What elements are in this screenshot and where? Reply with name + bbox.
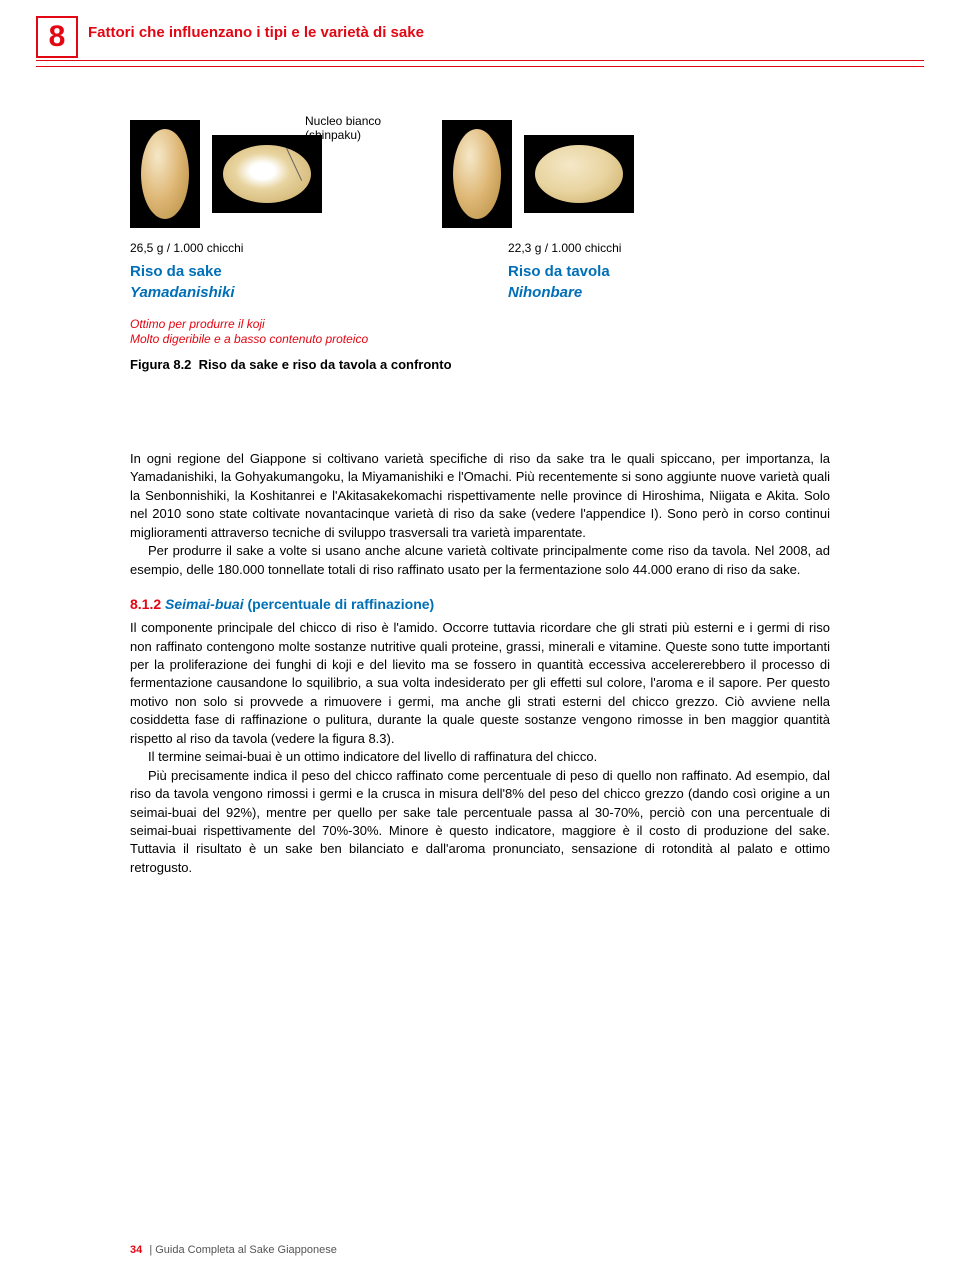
header-rule-top (36, 60, 924, 61)
page-footer: 34 | Guida Completa al Sake Giapponese (130, 1243, 337, 1258)
shinpaku-label-line1: Nucleo bianco (305, 114, 381, 128)
koji-notes: Ottimo per produrre il koji Molto digeri… (130, 317, 830, 348)
section-number: 8.1.2 (130, 596, 161, 612)
section-subtitle: (percentuale di raffinazione) (248, 596, 435, 612)
table-rice-whole-image (442, 120, 512, 228)
sake-rice-cross-image (212, 135, 322, 213)
section-heading-8-1-2: 8.1.2 Seimai-buai (percentuale di raffin… (130, 595, 830, 615)
shinpaku-label-line2: (shinpaku) (305, 128, 361, 142)
koji-note-2: Molto digeribile e a basso contenuto pro… (130, 332, 830, 348)
table-rice-cross-image (524, 135, 634, 213)
sake-rice-type: Riso da sake (130, 261, 340, 282)
footer-book-title: Guida Completa al Sake Giapponese (155, 1244, 337, 1256)
paragraph-4: Il termine seimai-buai è un ottimo indic… (130, 748, 830, 766)
figure-label: Figura 8.2 Riso da sake e riso da tavola… (130, 356, 830, 374)
chapter-number: 8 (49, 16, 66, 58)
table-rice-group (442, 120, 634, 228)
table-rice-caption: 22,3 g / 1.000 chicchi Riso da tavola Ni… (508, 240, 718, 303)
table-rice-variety: Nihonbare (508, 282, 718, 303)
paragraph-5: Più precisamente indica il peso del chic… (130, 767, 830, 878)
paragraph-3: Il componente principale del chicco di r… (130, 619, 830, 748)
header-rule-bottom (36, 66, 924, 67)
chapter-number-box: 8 (36, 16, 78, 58)
figure-caption-row: 26,5 g / 1.000 chicchi Riso da sake Yama… (130, 240, 830, 303)
grain-images-row (130, 120, 830, 228)
body-text: In ogni regione del Giappone si coltivan… (130, 450, 830, 877)
sake-rice-caption: 26,5 g / 1.000 chicchi Riso da sake Yama… (130, 240, 340, 303)
figure-label-text: Riso da sake e riso da tavola a confront… (199, 357, 452, 372)
shinpaku-label: Nucleo bianco (shinpaku) (305, 114, 381, 143)
figure-8-2: Nucleo bianco (shinpaku) 26,5 g / 1.000 … (130, 120, 830, 374)
sake-rice-group (130, 120, 322, 228)
paragraph-2: Per produrre il sake a volte si usano an… (130, 542, 830, 579)
footer-page-number: 34 (130, 1244, 142, 1256)
table-rice-weight: 22,3 g / 1.000 chicchi (508, 240, 718, 257)
section-title: Seimai-buai (165, 596, 244, 612)
sake-rice-whole-image (130, 120, 200, 228)
koji-note-1: Ottimo per produrre il koji (130, 317, 830, 333)
sake-rice-variety: Yamadanishiki (130, 282, 340, 303)
table-rice-type: Riso da tavola (508, 261, 718, 282)
paragraph-1: In ogni regione del Giappone si coltivan… (130, 450, 830, 542)
chapter-title: Fattori che influenzano i tipi e le vari… (88, 22, 424, 43)
sake-rice-weight: 26,5 g / 1.000 chicchi (130, 240, 340, 257)
figure-label-prefix: Figura 8.2 (130, 357, 191, 372)
